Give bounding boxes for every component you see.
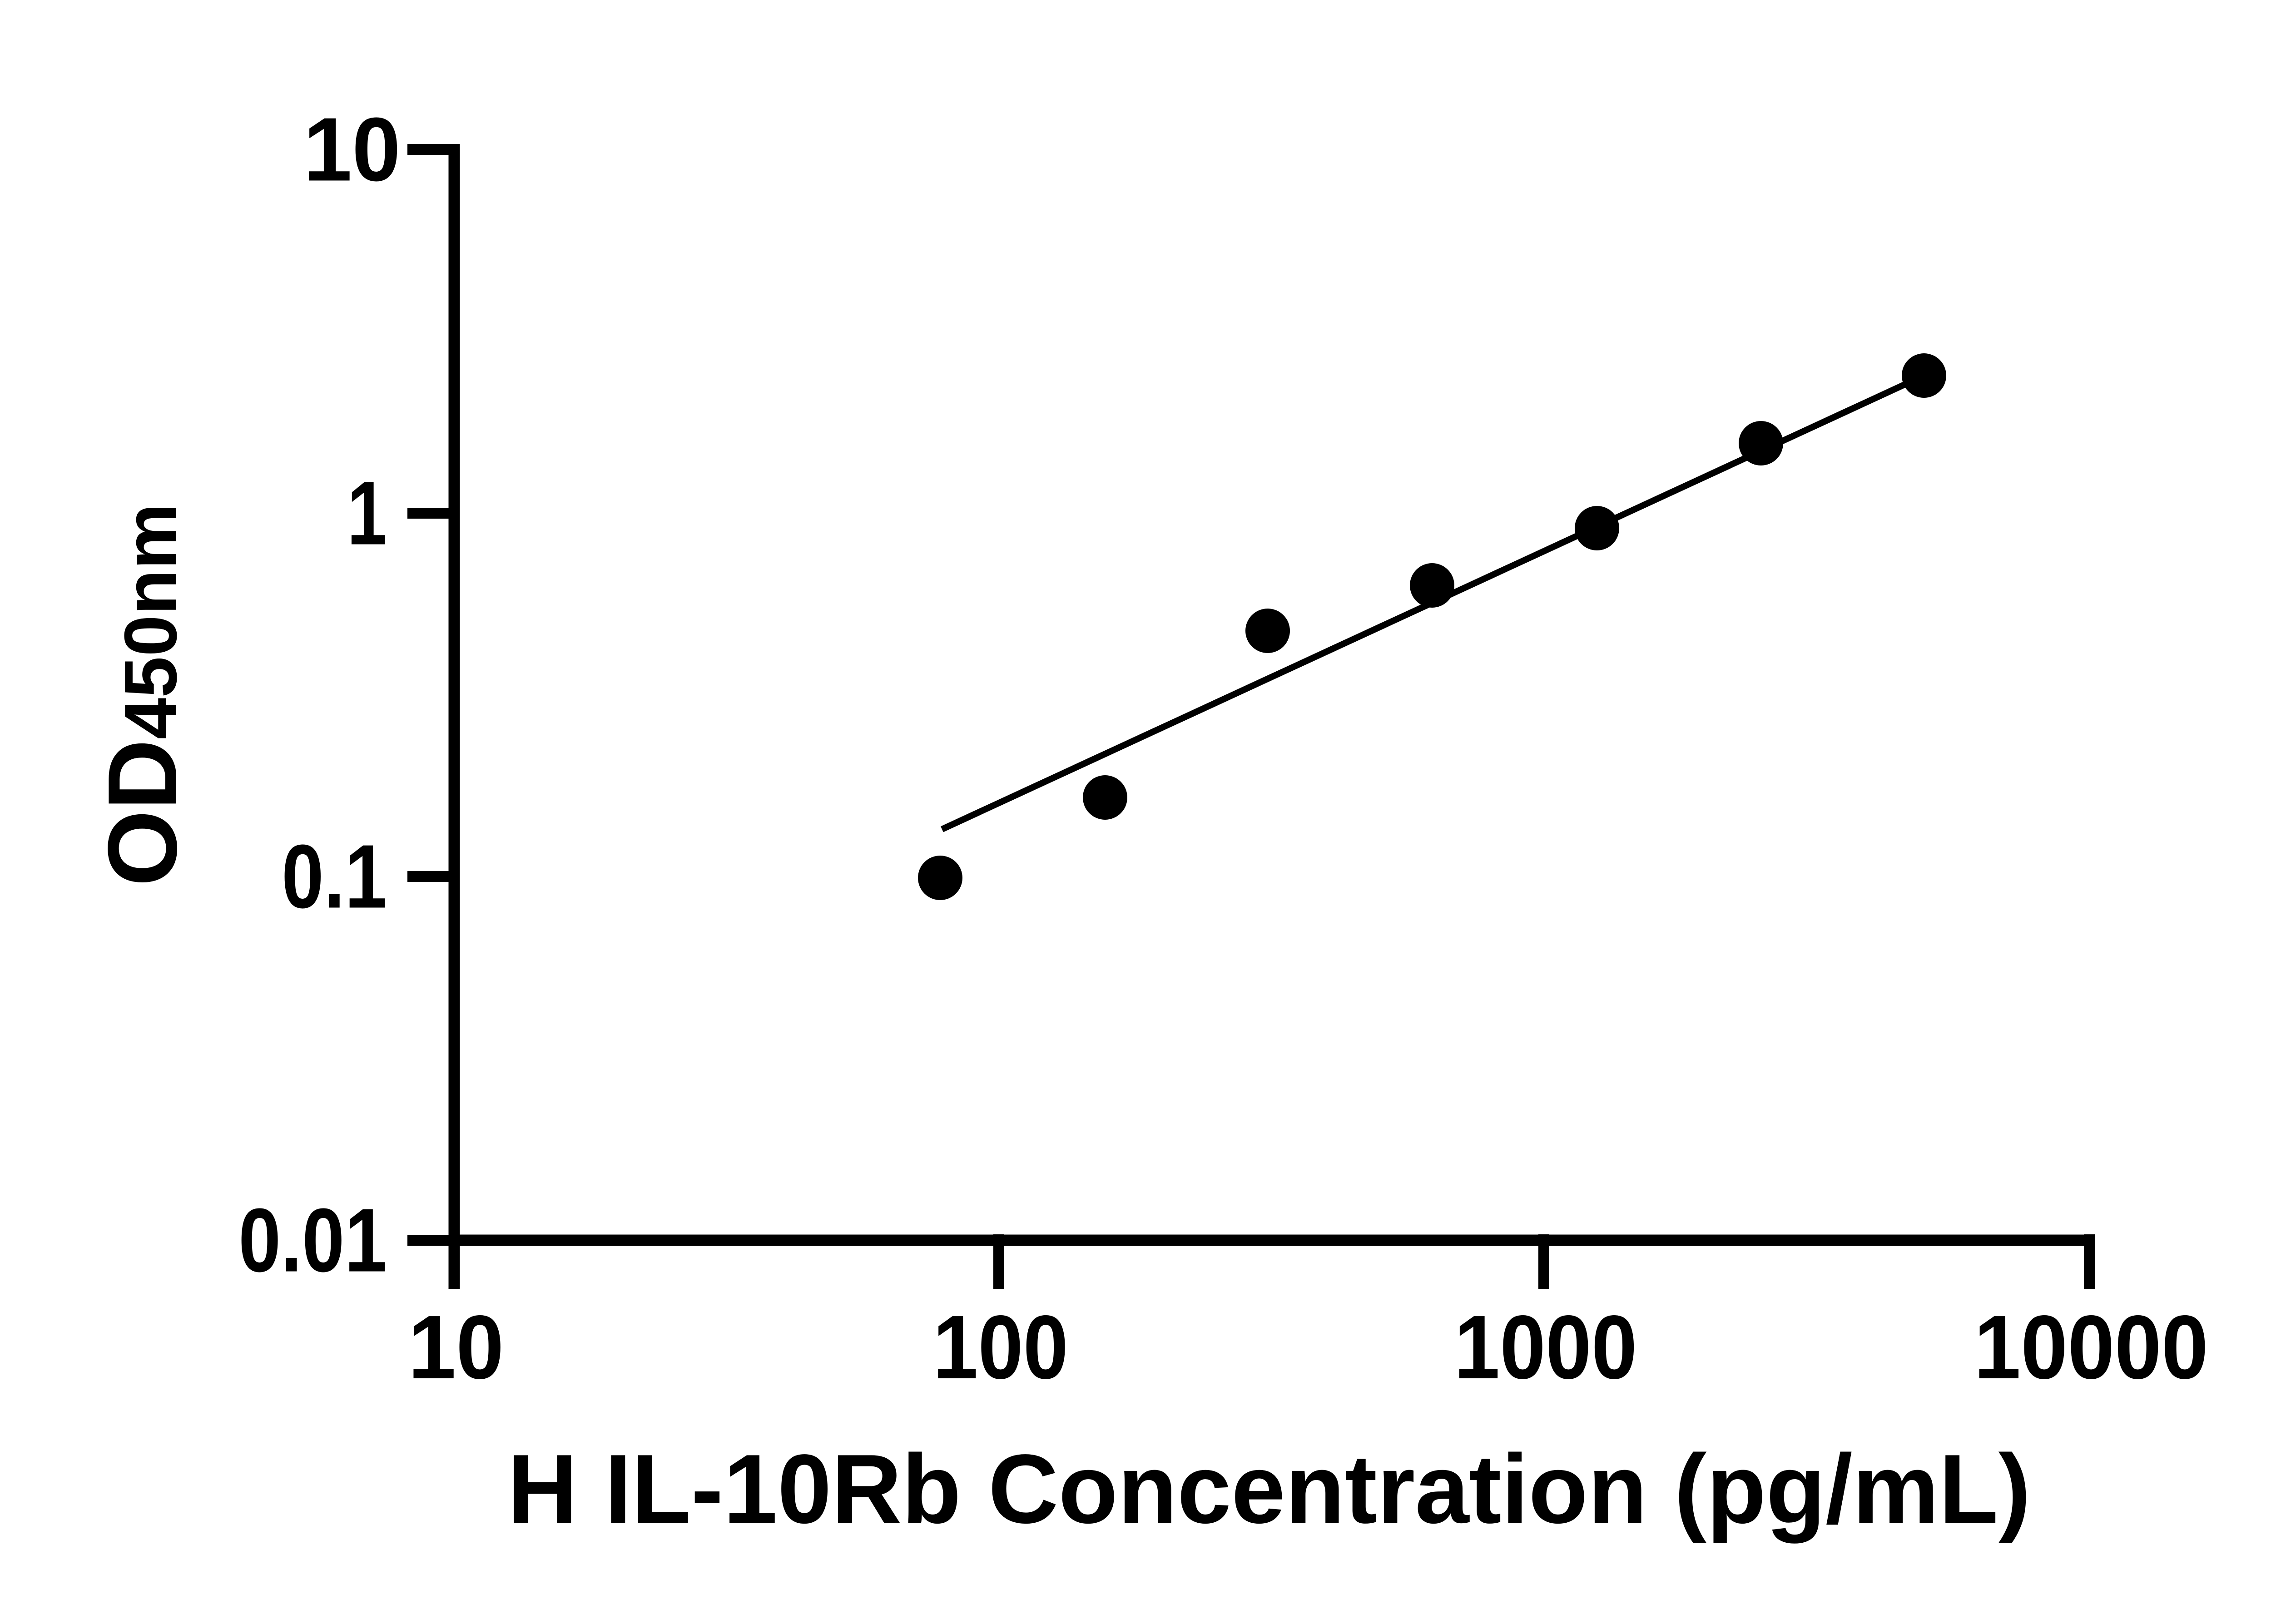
svg-text:10: 10 xyxy=(303,99,401,200)
svg-text:0.01: 0.01 xyxy=(238,1190,387,1291)
svg-text:10000: 10000 xyxy=(1974,1297,2208,1398)
svg-text:1000: 1000 xyxy=(1454,1297,1637,1398)
svg-text:0.1: 0.1 xyxy=(282,827,387,927)
svg-text:100: 100 xyxy=(933,1297,1068,1398)
svg-text:10: 10 xyxy=(408,1297,504,1398)
svg-text:1: 1 xyxy=(347,463,387,564)
svg-text:H IL-10Rb Concentration (pg/mL: H IL-10Rb Concentration (pg/mL) xyxy=(507,1434,2031,1544)
